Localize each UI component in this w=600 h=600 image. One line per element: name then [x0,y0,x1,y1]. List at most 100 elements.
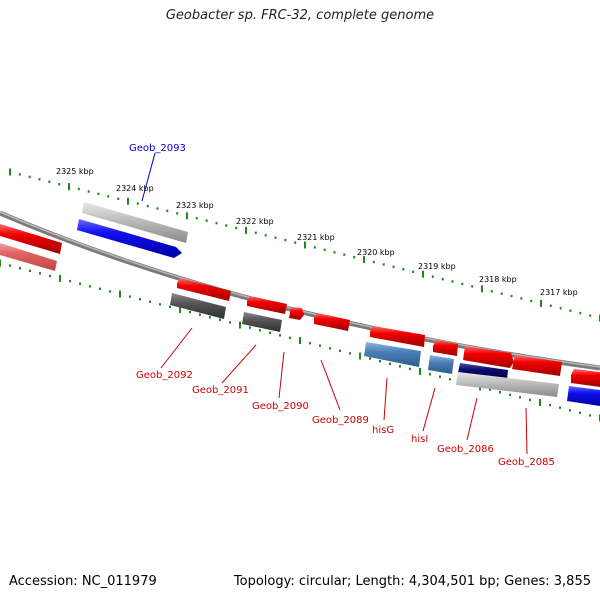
gene-feature-geob-2086[interactable] [463,346,514,368]
scale-tick [225,224,228,227]
gene-feature-hisg[interactable] [370,326,425,347]
gene-feature-right-red[interactable] [571,369,600,387]
scale-label-2320: 2320 kbp [357,248,395,257]
gene-feature-geob-2086-navy[interactable] [458,363,508,380]
scale-tick [48,180,51,183]
scale-tick [117,197,120,200]
scale-tick [186,212,188,220]
scale-tick [313,246,316,249]
scale-tick [441,277,444,281]
scale-tick [28,175,31,179]
inner-tick [259,329,261,332]
inner-scale-ticks [0,259,600,422]
outer-scale-ticks [9,168,600,322]
scale-tick [549,304,552,307]
scale-label-2324: 2324 kbp [116,184,154,193]
gene-feature-geob-2091-dark[interactable] [242,312,282,332]
genome-title: Geobacter sp. FRC-32, complete genome [165,8,435,23]
leader-line-hisi [422,387,436,432]
scale-tick [77,187,80,191]
gene-feature-left-red[interactable] [0,224,62,254]
scale-label-2323: 2323 kbp [176,201,214,210]
gene-feature-geob-2086-gray[interactable] [456,372,559,397]
scale-tick [195,217,198,220]
scale-tick [569,309,572,312]
inner-tick [489,388,491,391]
scale-tick [215,221,218,225]
scale-tick [136,202,139,205]
inner-tick [379,360,381,363]
inner-tick [179,306,181,313]
scale-tick [323,248,326,252]
inner-tick [269,331,271,334]
gene-label-geob-2085[interactable]: Geob_2085 [498,457,555,468]
gene-label-geob-2093[interactable]: Geob_2093 [129,143,186,154]
gene-label-geob-2092[interactable]: Geob_2092 [136,370,193,381]
inner-tick [589,414,591,417]
gene-feature-geob-2092[interactable] [177,278,231,301]
gene-label-geob-2086[interactable]: Geob_2086 [437,444,494,455]
scale-tick [451,280,454,283]
inner-tick [329,347,331,350]
scale-tick [490,290,493,293]
gene-feature-geob-2089[interactable] [314,313,350,331]
gene-feature-hisi[interactable] [433,340,458,356]
gene-label-hisi[interactable]: hisI [411,434,428,445]
gene-feature-hisg-steel[interactable] [364,342,421,367]
gene-feature-geob-2092-dark[interactable] [170,293,226,319]
scale-tick [481,285,483,293]
gene-label-hisg[interactable]: hisG [372,425,394,436]
inner-tick [439,375,441,378]
gene-label-geob-2090[interactable]: Geob_2090 [252,401,309,412]
leader-line-hisg [383,377,388,421]
scale-tick [68,183,70,191]
inner-tick [49,274,51,278]
inner-tick [169,305,171,309]
inner-tick [19,267,21,270]
scale-tick [461,282,464,286]
scale-tick [176,212,179,215]
gene-feature-left-pink[interactable] [0,243,57,271]
scale-tick [18,173,21,176]
scale-tick [156,207,159,210]
scale-tick [284,238,287,242]
gene-feature-right-blue[interactable] [567,386,600,406]
inner-tick [419,368,421,375]
inner-tick [69,279,71,283]
scale-tick [579,311,582,315]
gene-feature-geob-2091[interactable] [247,296,287,314]
gene-feature-hisi-steel[interactable] [428,355,454,374]
gene-label-geob-2089[interactable]: Geob_2089 [312,415,369,426]
inner-tick [9,264,11,267]
inner-tick [89,285,91,288]
scale-tick [382,263,385,266]
inner-tick [149,300,151,303]
accession-text: Accession: NC_011979 [9,574,157,589]
gene-feature-geob-2085[interactable] [512,355,562,376]
scale-tick [264,234,267,237]
scale-tick [530,299,533,303]
gene-feature-geob-2093-blue[interactable] [77,219,182,258]
inner-tick [119,290,121,298]
inner-tick [229,321,231,324]
scale-tick [363,256,365,264]
scale-tick [304,241,306,249]
inner-tick [399,365,401,368]
inner-tick [99,287,101,290]
gene-feature-geob-2093-gray[interactable] [82,202,188,243]
leader-line-geob-2090 [278,351,285,399]
gene-label-geob-2091[interactable]: Geob_2091 [192,385,249,396]
scale-tick [431,275,434,278]
inner-tick [529,398,531,402]
gene-feature-geob-2090[interactable] [289,307,304,320]
scale-tick [254,231,257,234]
inner-tick [219,318,221,321]
scale-tick [127,197,129,205]
inner-tick [509,393,511,396]
scale-tick [402,268,405,271]
scale-tick [392,265,395,269]
scale-tick [343,253,346,256]
scale-label-2322: 2322 kbp [236,217,274,226]
leader-line-geob-2091 [221,344,257,384]
